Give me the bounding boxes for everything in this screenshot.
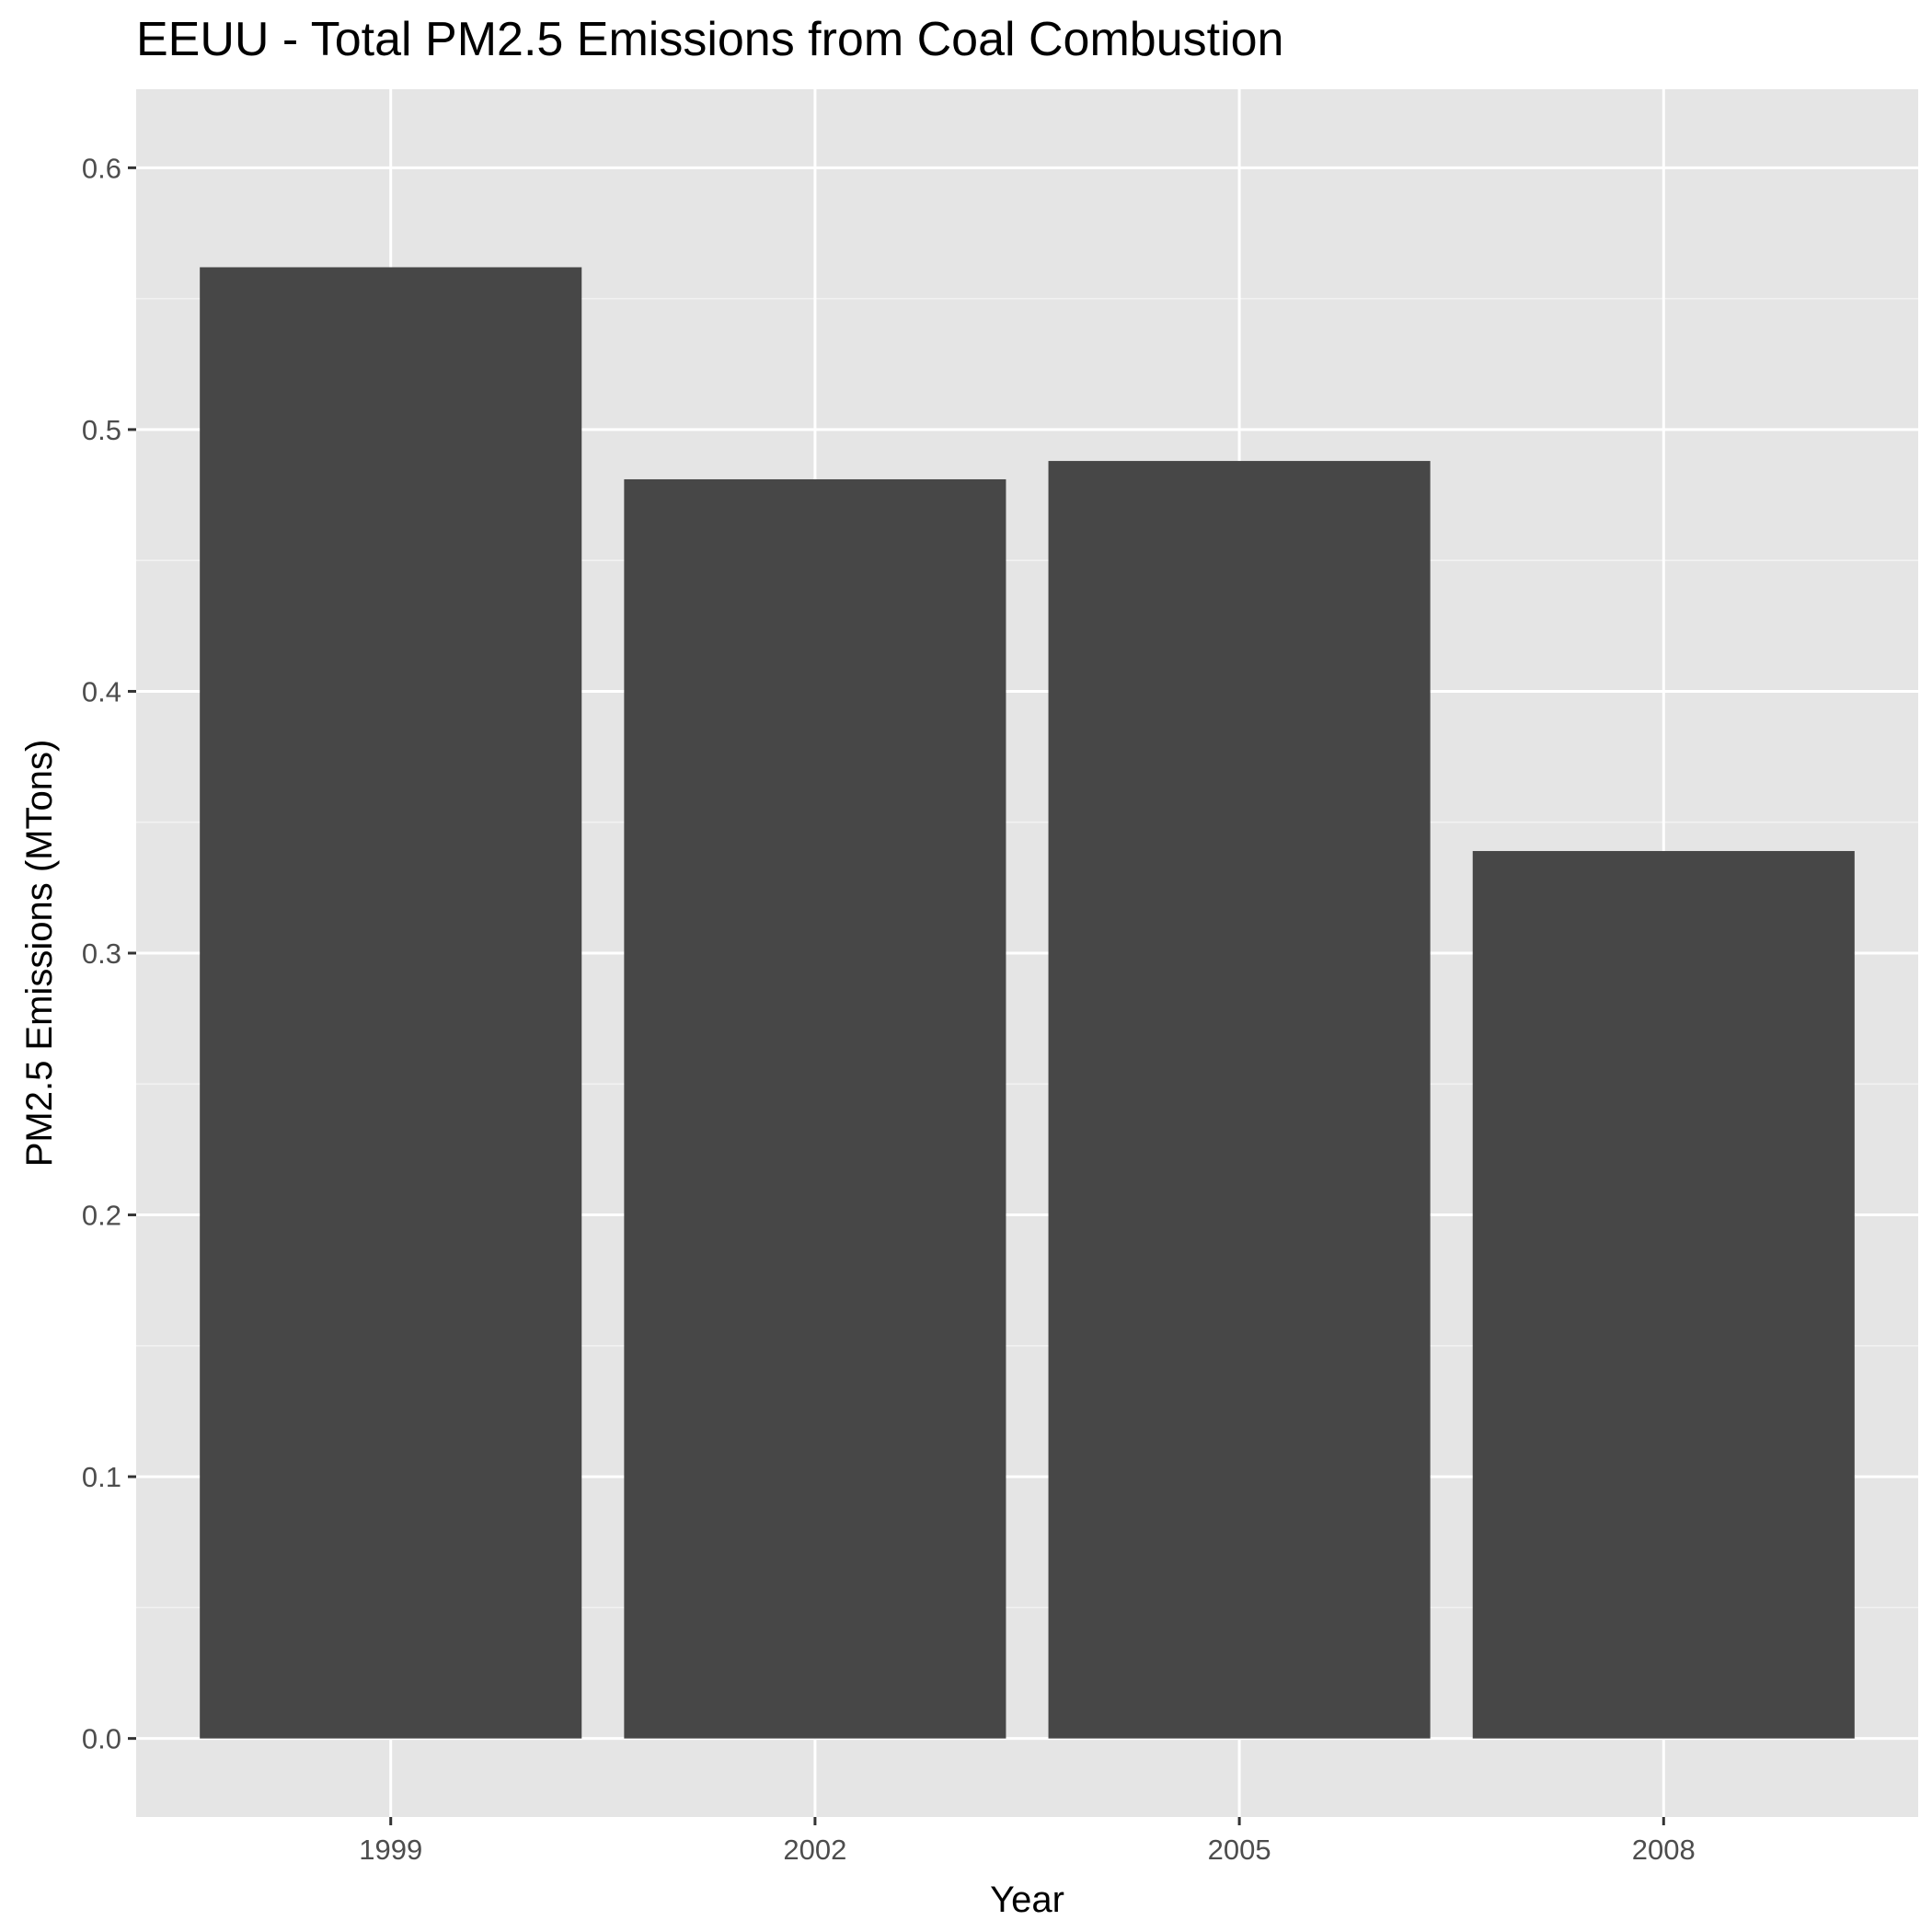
y-axis: 0.0 0.1 0.2 0.3 0.4 0.5 0.6 [82,152,136,1755]
y-tick-label: 0.4 [82,675,121,707]
y-tick-label: 0.2 [82,1200,121,1232]
x-axis-title: Year [990,1880,1064,1920]
y-tick-label: 0.5 [82,414,121,446]
x-tick-label: 2008 [1632,1834,1696,1866]
bar-2002 [624,478,1006,1739]
x-tick-label: 2005 [1208,1834,1271,1866]
bar-1999 [200,267,582,1739]
y-axis-title: PM2.5 Emissions (MTons) [19,740,60,1167]
x-tick-label: 2002 [783,1834,846,1866]
bar-2008 [1472,851,1855,1739]
y-tick-label: 0.1 [82,1461,121,1493]
x-axis: 1999 2002 2005 2008 [359,1817,1696,1866]
y-tick-label: 0.3 [82,937,121,970]
chart-title: EEUU - Total PM2.5 Emissions from Coal C… [136,13,1283,66]
y-tick-label: 0.6 [82,152,121,184]
bar-2005 [1048,461,1431,1739]
y-tick-label: 0.0 [82,1723,121,1755]
x-tick-label: 1999 [359,1834,422,1866]
bars [200,267,1855,1739]
